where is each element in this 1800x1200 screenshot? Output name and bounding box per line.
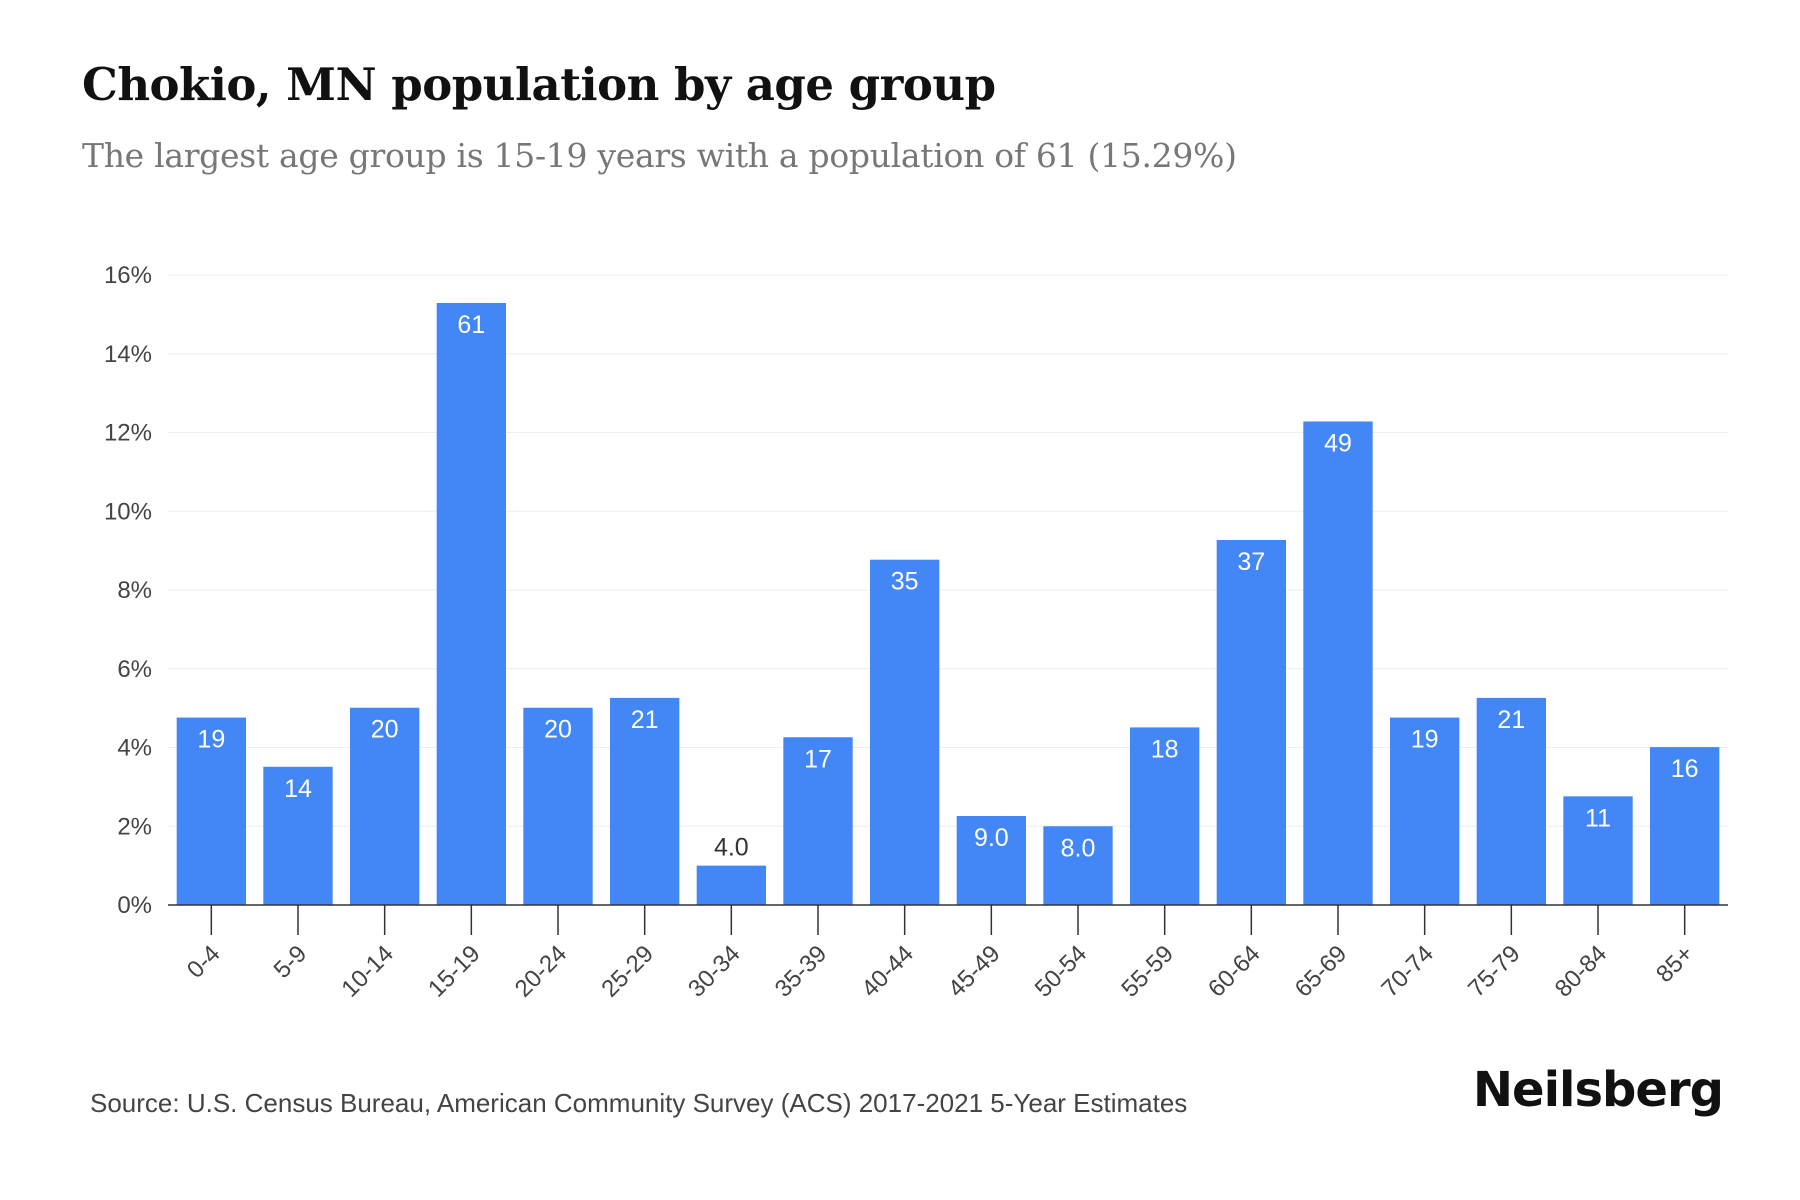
bar xyxy=(696,865,766,905)
bar xyxy=(870,559,940,905)
bar xyxy=(350,707,420,905)
bar-value-label: 8.0 xyxy=(1061,834,1096,862)
bar xyxy=(1303,421,1373,905)
bar xyxy=(610,697,680,905)
x-tick-label: 75-79 xyxy=(1463,940,1526,1003)
bar-value-label: 49 xyxy=(1324,429,1352,457)
bar xyxy=(1216,539,1286,905)
bar-value-label: 14 xyxy=(284,775,312,803)
x-tick-label: 10-14 xyxy=(336,940,399,1003)
bar-value-label: 21 xyxy=(631,706,659,734)
bar-value-label: 11 xyxy=(1585,804,1611,832)
bar-value-label: 61 xyxy=(457,311,485,339)
x-tick-label: 0-4 xyxy=(182,940,226,984)
bar-value-label: 20 xyxy=(544,716,572,744)
y-tick-label: 6% xyxy=(117,656,152,683)
y-tick-label: 0% xyxy=(117,892,152,919)
x-tick-label: 65-69 xyxy=(1290,940,1353,1003)
y-tick-label: 16% xyxy=(104,262,152,289)
x-tick-label: 25-29 xyxy=(596,940,659,1003)
bar-value-label: 16 xyxy=(1671,755,1699,783)
bar xyxy=(263,766,333,905)
bar-value-label: 35 xyxy=(891,568,919,596)
x-tick-label: 70-74 xyxy=(1376,940,1439,1003)
y-tick-label: 12% xyxy=(104,420,152,447)
bar-value-label: 4.0 xyxy=(714,834,749,862)
x-tick-label: 35-39 xyxy=(770,940,833,1003)
x-tick-label: 30-34 xyxy=(683,940,746,1003)
bar-value-label: 21 xyxy=(1497,706,1525,734)
x-tick-label: 45-49 xyxy=(943,940,1006,1003)
bar xyxy=(1043,826,1113,905)
bar xyxy=(956,816,1026,905)
bar xyxy=(1130,727,1200,905)
bar-value-label: 9.0 xyxy=(974,824,1009,852)
x-tick-label: 55-59 xyxy=(1116,940,1179,1003)
y-tick-label: 14% xyxy=(104,341,152,368)
bar-value-label: 19 xyxy=(197,726,225,754)
source-note: Source: U.S. Census Bureau, American Com… xyxy=(90,1088,1188,1118)
x-tick-label: 80-84 xyxy=(1550,940,1613,1003)
y-tick-label: 8% xyxy=(117,577,152,604)
brand-logo: Neilsberg xyxy=(1472,1062,1724,1118)
bar xyxy=(1563,796,1633,905)
x-tick-label: 50-54 xyxy=(1030,940,1093,1003)
bar-value-label: 37 xyxy=(1237,548,1265,576)
y-tick-label: 10% xyxy=(104,498,152,525)
bar-value-label: 18 xyxy=(1151,735,1179,763)
x-tick-label: 85+ xyxy=(1651,940,1699,988)
x-tick-label: 20-24 xyxy=(510,940,573,1003)
bar xyxy=(1476,697,1546,905)
bar-value-label: 19 xyxy=(1411,726,1439,754)
x-tick-label: 15-19 xyxy=(423,940,486,1003)
x-tick-label: 5-9 xyxy=(269,940,313,984)
bar xyxy=(176,717,246,905)
chart-title: Chokio, MN population by age group xyxy=(82,58,996,111)
bar-value-label: 17 xyxy=(804,745,832,773)
bar xyxy=(783,737,853,905)
y-tick-label: 4% xyxy=(117,735,152,762)
x-tick-label: 60-64 xyxy=(1203,940,1266,1003)
bar xyxy=(1650,747,1720,905)
y-tick-label: 2% xyxy=(117,813,152,840)
bar xyxy=(436,302,506,905)
x-tick-label: 40-44 xyxy=(856,940,919,1003)
chart-subtitle: The largest age group is 15-19 years wit… xyxy=(82,136,1237,175)
bar-value-label: 20 xyxy=(371,716,399,744)
bar xyxy=(523,707,593,905)
bar xyxy=(1390,717,1460,905)
